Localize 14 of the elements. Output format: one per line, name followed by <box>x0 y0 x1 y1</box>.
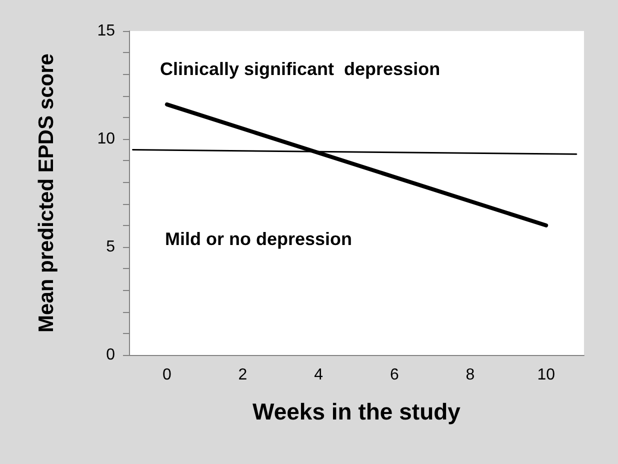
annotation: Clinically significant depression <box>160 59 440 79</box>
x-tick-label: 6 <box>390 366 399 384</box>
x-tick-label: 4 <box>314 366 324 384</box>
y-tick-label: 0 <box>106 346 116 364</box>
y-tick-label: 10 <box>97 130 116 148</box>
y-axis-title: Mean predicted EPDS score <box>35 54 58 332</box>
x-tick-label: 0 <box>162 366 172 384</box>
y-tick-label: 15 <box>97 22 116 40</box>
x-axis-title: Weeks in the study <box>252 398 461 424</box>
x-tick-label: 10 <box>537 366 556 384</box>
x-tick-label: 2 <box>238 366 248 384</box>
x-tick-label: 8 <box>466 366 475 384</box>
y-tick-label: 5 <box>106 238 116 256</box>
annotation: Mild or no depression <box>165 229 352 249</box>
